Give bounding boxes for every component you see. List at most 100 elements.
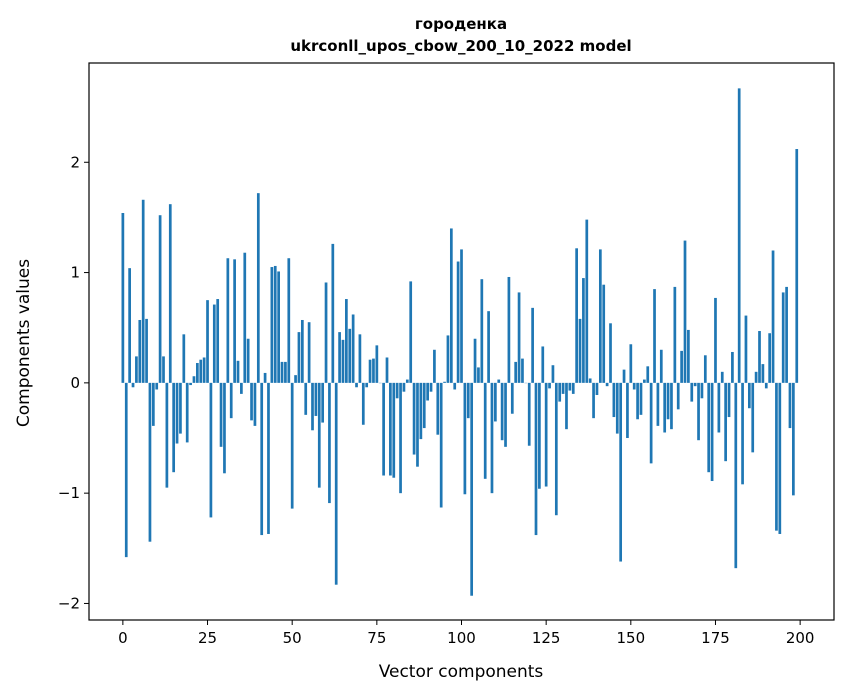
bar: [741, 382, 744, 485]
bar: [212, 304, 216, 383]
bar: [558, 382, 562, 402]
bar: [629, 344, 633, 383]
bar: [477, 367, 480, 383]
bar: [402, 382, 406, 392]
bar: [754, 371, 758, 383]
bar: [443, 381, 446, 383]
bar: [697, 382, 700, 441]
bar: [747, 382, 751, 409]
bar: [710, 382, 714, 482]
bar: [389, 382, 392, 476]
bar: [351, 314, 355, 383]
bar: [707, 382, 711, 473]
bar: [345, 299, 348, 383]
bar: [263, 372, 267, 383]
bar: [504, 382, 507, 447]
bar: [602, 284, 606, 383]
bar: [270, 267, 274, 383]
bar: [663, 382, 667, 433]
bar: [172, 382, 176, 473]
bar: [273, 265, 277, 383]
bar: [632, 382, 636, 390]
bar: [199, 359, 203, 383]
bar: [781, 292, 785, 383]
bar: [375, 345, 379, 383]
bar: [720, 371, 724, 383]
bar: [162, 356, 165, 383]
bar: [453, 382, 457, 390]
bar: [121, 213, 125, 383]
bar: [246, 338, 250, 383]
y-axis-label: Components values: [14, 259, 34, 427]
bar: [158, 215, 162, 383]
bar: [135, 356, 138, 383]
bar: [307, 322, 311, 383]
bar: [578, 318, 582, 383]
chart-subtitle: ukrconll_upos_cbow_200_10_2022 model: [290, 37, 631, 55]
bar: [446, 335, 450, 383]
bar: [192, 376, 196, 383]
bar: [626, 382, 629, 439]
bar: [548, 382, 551, 389]
bar: [466, 382, 470, 419]
bar: [639, 382, 643, 415]
bar: [744, 315, 748, 383]
bar: [615, 382, 619, 434]
bar: [321, 382, 325, 423]
bar: [544, 382, 548, 487]
bar: [206, 300, 209, 383]
bar: [764, 382, 768, 389]
bar: [460, 249, 463, 383]
bar: [792, 382, 795, 496]
bar: [758, 331, 761, 383]
bar: [470, 382, 474, 596]
bar: [324, 282, 328, 383]
x-tick-label: 100: [447, 629, 476, 647]
bar: [382, 382, 385, 476]
bar: [473, 338, 477, 383]
bar: [646, 366, 650, 383]
bar: [287, 258, 291, 383]
bar: [649, 382, 653, 464]
bar: [727, 382, 731, 418]
bar: [368, 359, 372, 383]
bar: [538, 382, 541, 489]
bar: [541, 346, 545, 383]
bar: [124, 382, 128, 558]
bar: [751, 382, 755, 453]
bar: [588, 378, 592, 383]
bar: [582, 278, 585, 383]
bar: [348, 328, 352, 383]
bar: [521, 358, 524, 383]
bar: [277, 271, 280, 383]
x-tick-label: 175: [701, 629, 730, 647]
bar: [284, 361, 287, 383]
bar: [429, 382, 433, 392]
x-tick-label: 125: [532, 629, 561, 647]
bar: [219, 382, 223, 447]
bar: [531, 307, 534, 383]
bar: [250, 382, 253, 421]
bar: [196, 363, 199, 383]
plot-area-frame: [88, 62, 835, 621]
bar: [643, 379, 646, 383]
bar: [290, 382, 294, 509]
bar: [724, 382, 727, 462]
bar: [680, 350, 683, 383]
bar: [189, 382, 192, 386]
bar: [507, 276, 511, 383]
x-tick-label: 150: [616, 629, 645, 647]
bar: [449, 228, 453, 383]
bar: [392, 382, 396, 478]
bar: [700, 382, 704, 399]
bar: [795, 149, 799, 383]
x-axis-label: Vector components: [379, 662, 544, 682]
bar: [355, 382, 358, 388]
bar: [372, 358, 375, 383]
bar: [605, 382, 609, 387]
bar: [151, 382, 155, 426]
bar: [527, 382, 531, 446]
bar: [670, 382, 673, 430]
bar: [497, 379, 501, 383]
bar: [226, 258, 230, 383]
